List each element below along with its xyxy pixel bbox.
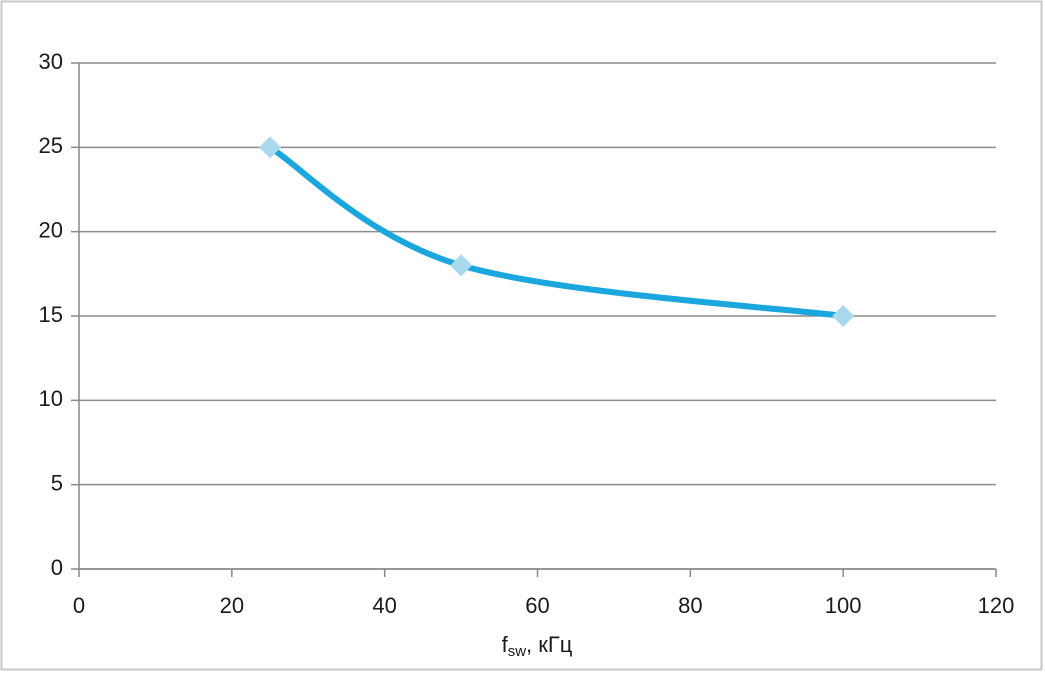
y-tick-label: 5 <box>51 470 63 495</box>
x-tick-label: 0 <box>73 593 85 618</box>
x-axis-label-base: f <box>502 632 509 657</box>
y-tick-label: 15 <box>39 302 63 327</box>
x-tick-label: 60 <box>525 593 549 618</box>
x-tick-label: 100 <box>825 593 862 618</box>
x-axis-label-subscript: sw <box>508 643 527 660</box>
x-tick-label: 120 <box>978 593 1015 618</box>
y-tick-label: 0 <box>51 555 63 580</box>
data-marker <box>450 254 473 277</box>
y-tick-label: 10 <box>39 386 63 411</box>
y-tick-label: 25 <box>39 133 63 158</box>
x-tick-label: 80 <box>678 593 702 618</box>
y-tick-label: 20 <box>39 217 63 242</box>
x-tick-label: 40 <box>372 593 396 618</box>
x-axis-label: fsw, кГц <box>502 632 573 660</box>
data-marker <box>259 136 282 159</box>
y-tick-label: 30 <box>39 49 63 74</box>
data-line <box>267 144 847 319</box>
data-marker <box>832 305 855 327</box>
x-tick-label: 20 <box>220 593 244 618</box>
x-axis-label-unit: , кГц <box>526 632 573 657</box>
